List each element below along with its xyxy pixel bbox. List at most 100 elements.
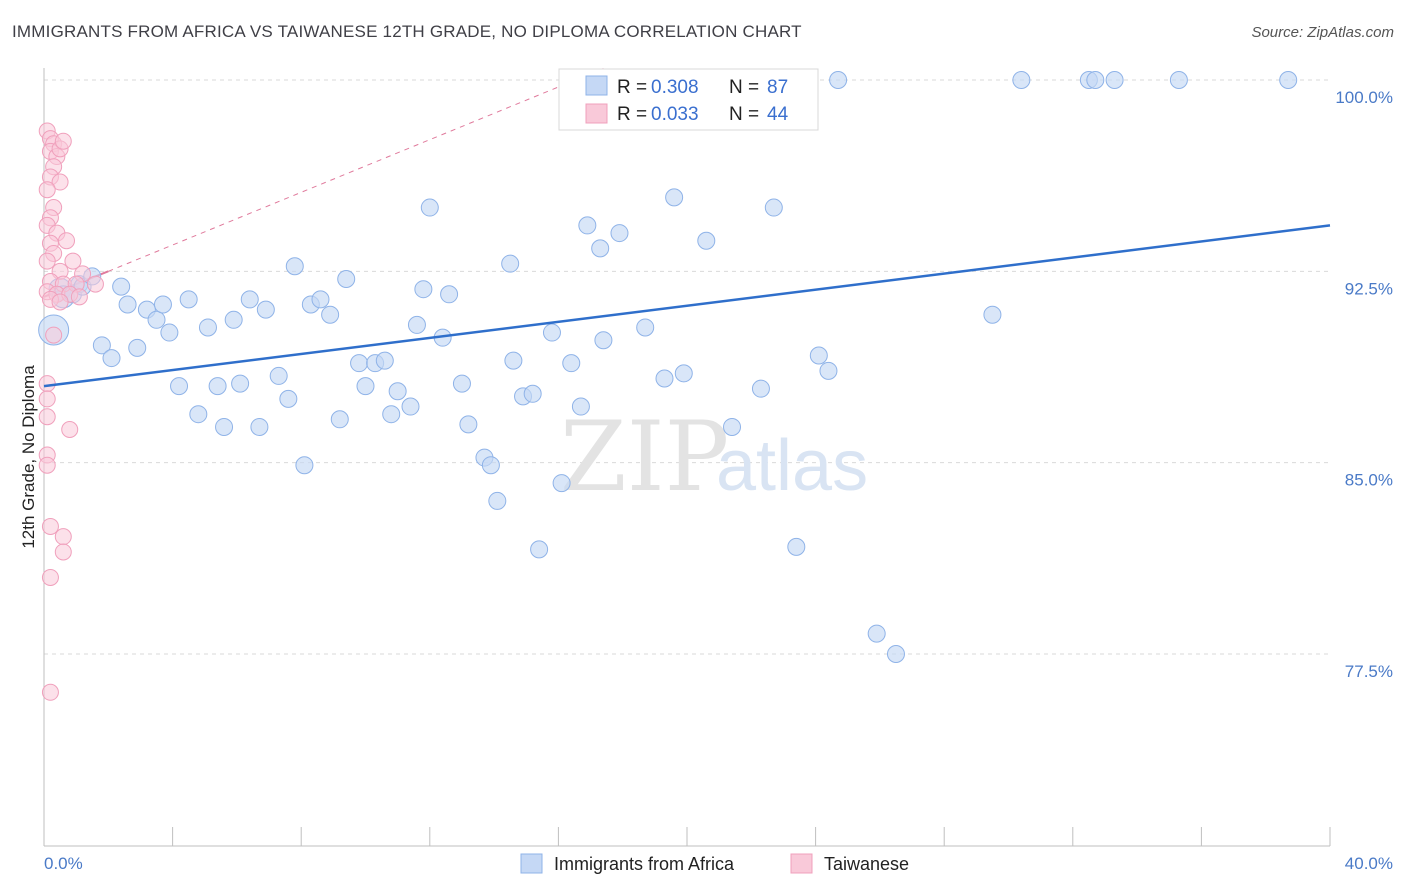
africa-point — [147, 310, 166, 329]
africa-point — [530, 540, 549, 559]
africa-point — [571, 397, 590, 416]
africa-point — [1086, 71, 1105, 89]
africa-point — [388, 382, 407, 401]
africa-point — [295, 456, 314, 475]
y-tick-label-1: 92.5% — [1345, 279, 1393, 298]
taiwanese-point — [58, 232, 76, 250]
y-tick-label-3: 77.5% — [1345, 662, 1393, 681]
taiwanese-point — [86, 275, 104, 293]
legend-n-label-africa: N = — [729, 77, 759, 98]
taiwanese-point — [38, 456, 56, 474]
africa-point — [886, 645, 905, 663]
africa-point — [819, 361, 838, 380]
bottom-legend-label-taiwanese: Taiwanese — [824, 854, 909, 874]
taiwanese-point — [38, 252, 56, 270]
africa-point — [562, 354, 581, 373]
legend-box: R = 0.308 N = 87 R = 0.033 N = 44 — [558, 68, 819, 131]
africa-point — [215, 417, 234, 436]
taiwanese-point — [41, 517, 59, 535]
africa-point — [250, 417, 269, 436]
legend-r-label-africa: R = — [617, 77, 647, 98]
y-tick-labels: 100.0% 92.5% 85.0% 77.5% — [1335, 88, 1393, 681]
africa-trend — [43, 224, 1331, 388]
taiwanese-points — [38, 122, 104, 701]
taiwanese-point — [45, 326, 63, 344]
africa-point — [321, 305, 340, 324]
taiwanese-point — [38, 408, 56, 426]
y-tick-label-0: 100.0% — [1335, 88, 1393, 107]
legend-swatch-africa — [585, 75, 608, 96]
africa-point — [224, 310, 243, 329]
taiwanese-point — [38, 375, 56, 393]
africa-point — [867, 624, 886, 643]
x-ticks — [43, 827, 1331, 846]
africa-point — [153, 295, 172, 314]
africa-point — [330, 410, 349, 429]
africa-point — [594, 331, 613, 350]
bottom-legend-swatch-africa — [520, 853, 543, 874]
africa-point — [160, 323, 179, 342]
taiwanese-point — [41, 568, 59, 586]
africa-point — [665, 188, 684, 207]
watermark-zip: ZIP — [560, 401, 729, 513]
africa-point — [170, 377, 189, 396]
africa-point — [552, 474, 571, 493]
africa-point — [256, 300, 275, 319]
bottom-legend-label-africa: Immigrants from Africa — [554, 854, 735, 874]
legend-n-value-taiwanese: 44 — [767, 104, 789, 125]
africa-point — [809, 346, 828, 365]
africa-trend-line — [43, 224, 1331, 388]
legend-swatch-taiwanese — [585, 103, 608, 124]
africa-point — [189, 405, 208, 424]
africa-point — [578, 216, 597, 235]
africa-point — [269, 366, 288, 385]
legend-n-value-africa: 87 — [767, 77, 788, 98]
taiwanese-point — [54, 543, 72, 561]
x-tick-label-max: 40.0% — [1345, 854, 1393, 873]
y-tick-label-2: 85.0% — [1345, 471, 1393, 490]
africa-point — [655, 369, 674, 388]
africa-point — [591, 239, 610, 258]
africa-point — [401, 397, 420, 416]
africa-point — [198, 318, 217, 337]
taiwanese-point — [54, 528, 72, 546]
taiwanese-point — [51, 173, 69, 191]
chart-title: IMMIGRANTS FROM AFRICA VS TAIWANESE 12TH… — [12, 22, 802, 41]
legend-r-value-africa: 0.308 — [651, 77, 699, 98]
legend-r-value-taiwanese: 0.033 — [651, 104, 699, 125]
africa-point — [674, 364, 693, 383]
taiwanese-point — [41, 683, 59, 701]
africa-point — [279, 389, 298, 408]
africa-point — [112, 277, 131, 296]
africa-point — [542, 323, 561, 342]
taiwanese-point — [51, 293, 69, 311]
africa-point — [452, 374, 471, 393]
africa-point — [481, 456, 500, 475]
legend-r-label-taiwanese: R = — [617, 104, 647, 125]
africa-point — [610, 224, 629, 243]
africa-point — [240, 290, 259, 309]
africa-point — [407, 315, 426, 334]
chart-source: Source: ZipAtlas.com — [1251, 24, 1394, 41]
taiwanese-trend-extension — [108, 66, 607, 272]
africa-point — [501, 254, 520, 273]
africa-point — [375, 351, 394, 370]
africa-point — [636, 318, 655, 337]
africa-point — [285, 257, 304, 276]
africa-point — [356, 377, 375, 396]
africa-point — [1279, 71, 1298, 89]
taiwanese-point — [64, 252, 82, 270]
africa-point — [350, 354, 369, 373]
bottom-legend-swatch-taiwanese — [790, 853, 813, 874]
africa-point — [337, 269, 356, 288]
taiwanese-point — [38, 181, 56, 199]
africa-point — [414, 280, 433, 299]
africa-point — [118, 295, 137, 314]
africa-point — [92, 336, 111, 355]
africa-point — [382, 405, 401, 424]
africa-point — [787, 537, 806, 556]
watermark-atlas: atlas — [716, 426, 868, 506]
x-tick-label-min: 0.0% — [44, 854, 83, 873]
taiwanese-point — [70, 288, 88, 306]
